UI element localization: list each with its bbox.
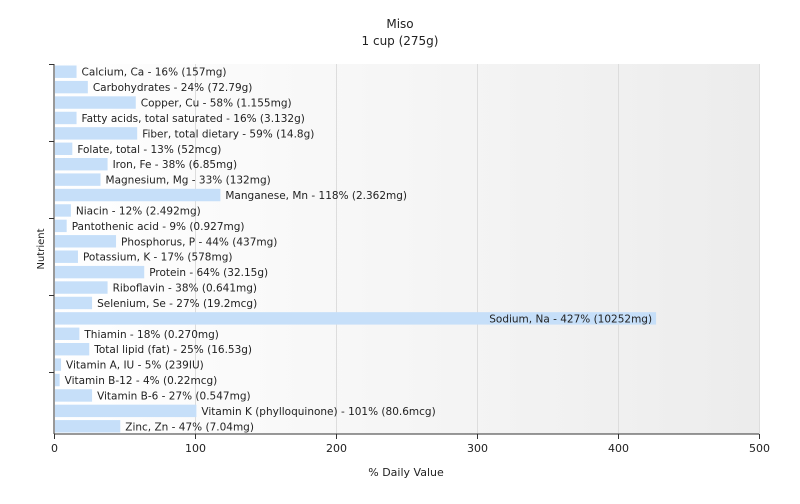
bar <box>55 235 117 248</box>
bar-label: Pantothenic acid - 9% (0.927mg) <box>72 221 245 233</box>
bar <box>55 312 657 325</box>
bar <box>55 65 77 78</box>
bar-label: Thiamin - 18% (0.270mg) <box>83 329 219 341</box>
bar <box>55 389 93 402</box>
bar-label: Zinc, Zn - 47% (7.04mg) <box>125 421 254 433</box>
bar-label: Riboflavin - 38% (0.641mg) <box>113 283 257 295</box>
bar <box>55 219 67 233</box>
bar <box>55 142 73 155</box>
bar <box>55 204 71 217</box>
x-tick-label: 200 <box>326 442 347 455</box>
chart-subtitle: 1 cup (275g) <box>362 34 439 48</box>
bar <box>55 188 221 202</box>
bar <box>55 111 77 125</box>
bar-label: Vitamin K (phylloquinone) - 101% (80.6mc… <box>201 406 435 418</box>
chart-title: Miso <box>386 17 413 31</box>
bar <box>55 96 136 109</box>
bar-label: Vitamin B-6 - 27% (0.547mg) <box>97 390 251 402</box>
x-tick-label: 300 <box>467 442 488 455</box>
bar-label: Total lipid (fat) - 25% (16.53g) <box>93 344 252 356</box>
bar-label: Iron, Fe - 38% (6.85mg) <box>113 159 237 171</box>
bar-label: Folate, total - 13% (52mcg) <box>77 144 221 156</box>
bar <box>55 281 108 294</box>
bar-label: Protein - 64% (32.15g) <box>149 267 268 279</box>
bar-label: Phosphorus, P - 44% (437mg) <box>121 236 277 248</box>
bar-label: Copper, Cu - 58% (1.155mg) <box>141 98 292 110</box>
bar <box>55 404 197 418</box>
bar <box>55 373 60 387</box>
bar-label: Potassium, K - 17% (578mg) <box>83 252 233 264</box>
bar-label: Manganese, Mn - 118% (2.362mg) <box>225 190 407 202</box>
bars: Calcium, Ca - 16% (157mg) Carbohydrates -… <box>55 65 657 433</box>
bar-label: Selenium, Se - 27% (19.2mcg) <box>97 298 257 310</box>
bar <box>55 265 145 279</box>
bar <box>55 358 62 371</box>
bar-label: Magnesium, Mg - 33% (132mg) <box>106 175 271 187</box>
x-tick-label: 400 <box>608 442 629 455</box>
bar-label: Sodium, Na - 427% (10252mg) <box>489 313 652 325</box>
bar-label: Vitamin B-12 - 4% (0.22mcg) <box>65 375 218 387</box>
bar <box>55 250 78 263</box>
bar-label: Calcium, Ca - 16% (157mg) <box>82 67 227 79</box>
bar <box>55 80 88 94</box>
bar <box>55 343 90 356</box>
bar <box>55 158 108 171</box>
bar <box>55 173 101 186</box>
bar-label: Vitamin A, IU - 5% (239IU) <box>66 360 204 372</box>
x-tick-label: 0 <box>51 442 58 455</box>
bar-label: Niacin - 12% (2.492mg) <box>76 205 201 217</box>
bar <box>55 127 138 140</box>
y-axis-label: Nutrient <box>36 228 47 269</box>
x-tick-label: 500 <box>749 442 770 455</box>
x-axis-label: % Daily Value <box>368 466 444 479</box>
bar <box>55 296 93 310</box>
x-tick-label: 100 <box>185 442 206 455</box>
x-ticks: 0 100 200 300 400 500 <box>49 64 770 455</box>
plot-area <box>54 64 759 434</box>
bar-label: Fiber, total dietary - 59% (14.8g) <box>142 128 314 140</box>
bar-label: Fatty acids, total saturated - 16% (3.13… <box>82 113 305 125</box>
bar <box>55 327 80 340</box>
bar <box>55 420 121 433</box>
bar-label: Carbohydrates - 24% (72.79g) <box>93 82 253 94</box>
grid-lines <box>195 64 760 434</box>
